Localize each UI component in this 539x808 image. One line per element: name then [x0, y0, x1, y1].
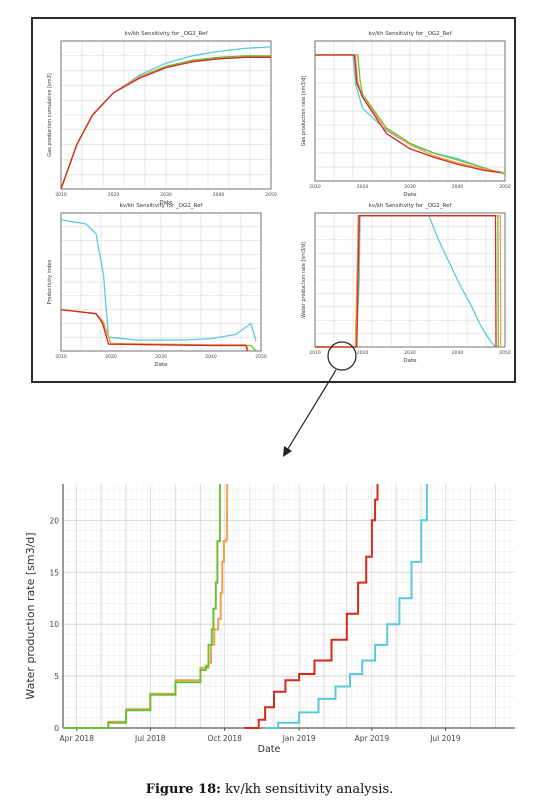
x-axis-label: Date	[403, 358, 417, 364]
series-line-cyan	[265, 484, 428, 729]
panel-title: kv/kh Sensitivity for _OG2_Ref	[120, 203, 204, 209]
x-axis-label: Date	[159, 200, 173, 206]
x-axis-label: Date	[403, 192, 417, 198]
series-line-cyan	[60, 219, 257, 342]
x-tick-label: 2040	[213, 192, 225, 198]
caption-text: kv/kh sensitivity analysis.	[220, 782, 394, 797]
overview-panels-frame: kv/kh Sensitivity for _OG2_Ref 2010 2020 20…	[31, 17, 516, 383]
x-tick-label: Apr 2019	[355, 734, 390, 743]
x-tick-label: 2040	[205, 354, 217, 360]
plot-area	[314, 212, 506, 348]
x-tick-label: 2040	[452, 350, 464, 356]
x-tick-label: 2010	[55, 192, 67, 198]
series-line-green	[315, 54, 506, 175]
y-tick-label: 10	[49, 620, 59, 629]
series-line-red	[60, 56, 271, 190]
y-axis-label: Gas production rate [sm3/d]	[301, 76, 307, 147]
y-tick-label: 20	[49, 516, 59, 525]
panel-title: kv/kh Sensitivity for _OG2_Ref	[125, 31, 209, 37]
figure-caption: Figure 18: kv/kh sensitivity analysis.	[0, 782, 539, 797]
panel-title: kv/kh Sensitivity for _OG2_Ref	[369, 203, 453, 209]
plot-area	[60, 40, 272, 190]
plot-area	[60, 212, 262, 352]
panel-title: kv/kh Sensitivity for _OG2_Ref	[369, 31, 453, 37]
x-axis-label: Date	[154, 362, 168, 368]
x-tick-label: 2030	[404, 184, 416, 190]
x-tick-label: Jan 2019	[282, 734, 316, 743]
y-axis-label: Productivity index	[47, 260, 53, 305]
x-tick-label: 2030	[155, 354, 167, 360]
series-line-green	[63, 484, 221, 729]
series-line-red	[315, 54, 501, 174]
x-tick-label: 2030	[404, 350, 416, 356]
x-tick-label: 2020	[105, 354, 117, 360]
plot-area	[314, 40, 506, 182]
panel-1: kv/kh Sensitivity for _OG2_Ref 2010 2020 20…	[47, 31, 277, 206]
x-tick-label: 2020	[357, 350, 369, 356]
x-tick-label: 2050	[499, 184, 511, 190]
y-tick-label: 0	[54, 724, 59, 733]
x-tick-label: 2010	[55, 354, 67, 360]
y-axis-label: Water production rate [sm3/d]	[301, 242, 307, 318]
x-tick-label: 2050	[499, 350, 511, 356]
x-tick-label: 2020	[108, 192, 120, 198]
x-tick-label: Jul 2018	[134, 734, 166, 743]
x-tick-label: 2050	[265, 192, 277, 198]
series-line-red	[60, 308, 249, 352]
x-tick-label: 2050	[255, 354, 267, 360]
series-line-orange	[315, 54, 506, 174]
x-tick-label: 2010	[309, 184, 321, 190]
caption-label: Figure 18:	[145, 782, 221, 797]
y-axis-label: Water production rate [sm3/d]	[24, 532, 37, 699]
x-tick-label: 2020	[357, 184, 369, 190]
panel-2: kv/kh Sensitivity for _OG2_Ref 2010 2020 20…	[301, 31, 511, 198]
detail-plot: Apr 2018 Jul 2018 Oct 2018 Jan 2019 Apr 2019…	[24, 484, 515, 755]
y-tick-label: 5	[54, 672, 59, 681]
x-tick-label: Jul 2019	[429, 734, 461, 743]
y-tick-label: 15	[49, 568, 59, 577]
x-tick-label: 2030	[160, 192, 172, 198]
x-tick-label: Apr 2018	[60, 734, 95, 743]
y-axis-label: Gas production cumulative [sm3]	[47, 73, 53, 157]
panel-3: kv/kh Sensitivity for _OG2_Ref 2010 2020 20…	[47, 203, 267, 368]
series-line-red	[244, 484, 379, 729]
x-tick-label: 2040	[452, 184, 464, 190]
x-tick-label: Oct 2018	[207, 734, 242, 743]
x-tick-label: 2010	[309, 350, 321, 356]
x-axis-label: Date	[258, 744, 281, 755]
